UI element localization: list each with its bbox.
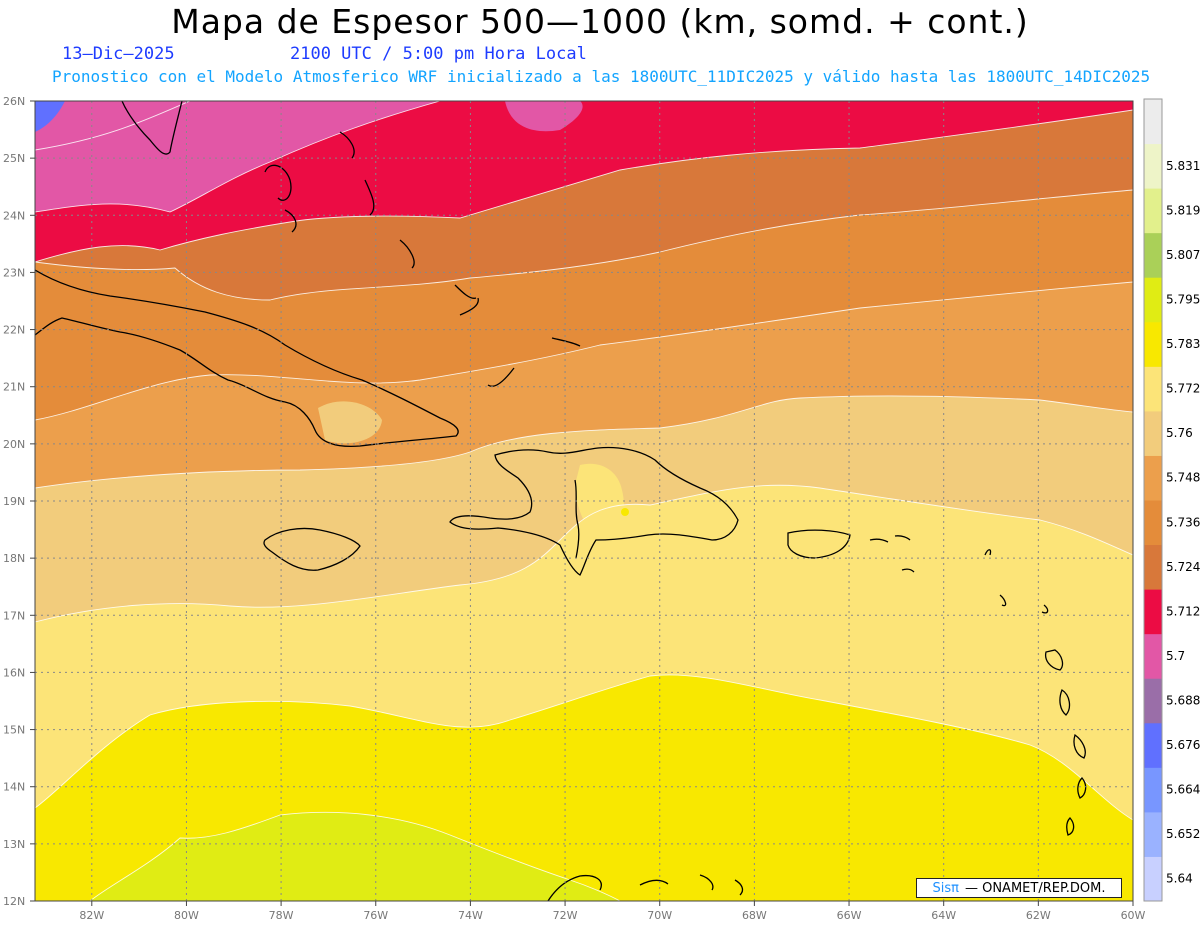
forecast-date: 13—Dic—2025 (62, 44, 175, 64)
colorbar-swatch (1144, 544, 1162, 590)
lon-label: 76W (363, 909, 388, 922)
colorbar-label: 5.76 (1166, 426, 1193, 440)
colorbar-swatch (1144, 500, 1162, 546)
colorbar-swatch (1144, 366, 1162, 412)
colorbar-label: 5.688 (1166, 694, 1200, 708)
lat-label: 18N (3, 552, 25, 565)
band-5.664-corner (35, 101, 65, 132)
forecast-time: 2100 UTC / 5:00 pm Hora Local (290, 44, 587, 64)
colorbar-swatch (1144, 277, 1162, 323)
colorbar-swatch (1144, 232, 1162, 278)
colorbar-label: 5.712 (1166, 604, 1200, 618)
lat-label: 26N (3, 95, 25, 108)
virgin-islands (869, 535, 911, 543)
lon-label: 62W (1026, 909, 1051, 922)
lat-label: 22N (3, 324, 25, 337)
band-5.700-patch (470, 154, 505, 182)
colorbar-swatch (1144, 589, 1162, 635)
lon-label: 70W (647, 909, 672, 922)
lon-label: 66W (837, 909, 862, 922)
band-5.688-patch (505, 101, 583, 132)
band-5.783 (90, 812, 620, 901)
lon-label: 80W (174, 909, 199, 922)
colorbar-swatch (1144, 188, 1162, 234)
band-5.760-patch (575, 463, 624, 540)
colorbar-swatch (1144, 767, 1162, 813)
colorbar-swatch (1144, 722, 1162, 768)
coastlines (35, 101, 1087, 901)
lat-label: 25N (3, 152, 25, 165)
contour-lines (35, 101, 1133, 901)
lat-label: 17N (3, 609, 25, 622)
colorbar-label: 5.748 (1166, 471, 1200, 485)
lon-label: 64W (931, 909, 956, 922)
lat-label: 16N (3, 666, 25, 679)
credit-box: Sisπ — ONAMET/REP.DOM. (916, 878, 1122, 898)
lat-label: 21N (3, 381, 25, 394)
colorbar-label: 5.772 (1166, 382, 1200, 396)
lat-label: 12N (3, 895, 25, 908)
lat-label: 24N (3, 209, 25, 222)
map-title: Mapa de Espesor 500—1000 (km, somd. + co… (171, 2, 1029, 41)
colorbar-label: 5.819 (1166, 203, 1200, 217)
puerto-rico-coast (787, 529, 851, 559)
longitude-labels: 82W 80W 78W 76W 74W 72W 70W 68W 66W 64W 62W 60W (79, 901, 1146, 922)
lat-label: 20N (3, 438, 25, 451)
colorbar-label: 5.7 (1166, 649, 1185, 663)
colorbar-swatch (1144, 410, 1162, 456)
colorbar-swatch (1144, 811, 1162, 857)
colorbar-label: 5.664 (1166, 783, 1200, 797)
colorbar-label: 5.652 (1166, 827, 1200, 841)
colorbar (1143, 98, 1163, 902)
jamaica-coast (263, 527, 361, 571)
hispaniola-border (574, 479, 580, 559)
colorbar-label: 5.676 (1166, 738, 1200, 752)
lon-label: 60W (1121, 909, 1146, 922)
bahamas-islands (264, 131, 581, 387)
band-5.688 (35, 101, 440, 212)
hispaniola-coast (449, 446, 739, 576)
colorbar-label: 5.831 (1166, 159, 1200, 173)
band-5.772-dot (621, 508, 629, 516)
latitude-labels: 26N 25N 24N 23N 22N 21N 20N 19N 18N 17N 16N 15N 14N 1… (3, 95, 35, 908)
colorbar-swatch (1144, 678, 1162, 724)
lon-label: 78W (269, 909, 294, 922)
south-america-coast (547, 874, 744, 901)
lat-label: 13N (3, 838, 25, 851)
colorbar-swatch (1144, 321, 1162, 367)
lat-label: 19N (3, 495, 25, 508)
lon-label: 82W (79, 909, 104, 922)
lon-label: 68W (742, 909, 767, 922)
lat-label: 23N (3, 266, 25, 279)
forecast-note: Pronostico con el Modelo Atmosferico WRF… (52, 67, 1151, 86)
lat-label: 15N (3, 724, 25, 737)
lon-label: 74W (458, 909, 483, 922)
colorbar-swatch (1144, 455, 1162, 501)
cuba-coast (35, 269, 459, 448)
lesser-antilles (901, 549, 1087, 836)
colorbar-label: 5.795 (1166, 293, 1200, 307)
florida-coast (121, 101, 183, 155)
colorbar-swatch (1144, 856, 1162, 902)
thickness-bands (35, 101, 1133, 901)
colorbar-swatch (1144, 143, 1162, 189)
colorbar-swatch (1144, 99, 1162, 145)
colorbar-label: 5.64 (1166, 872, 1193, 886)
band-5.748-patch (318, 401, 382, 444)
sispi-logo: Sisπ (932, 880, 959, 896)
colorbar-label: 5.783 (1166, 337, 1200, 351)
lon-label: 72W (553, 909, 578, 922)
colorbar-label: 5.724 (1166, 560, 1200, 574)
credit-text: — ONAMET/REP.DOM. (964, 880, 1106, 896)
lat-label: 14N (3, 781, 25, 794)
colorbar-label: 5.736 (1166, 515, 1200, 529)
colorbar-label: 5.807 (1166, 248, 1200, 262)
colorbar-frame (1143, 98, 1163, 902)
colorbar-swatch (1144, 633, 1162, 679)
colorbar-labels: 5.64 5.652 5.664 5.676 5.688 5.7 5.712 5.724 5.7… (1166, 159, 1200, 886)
